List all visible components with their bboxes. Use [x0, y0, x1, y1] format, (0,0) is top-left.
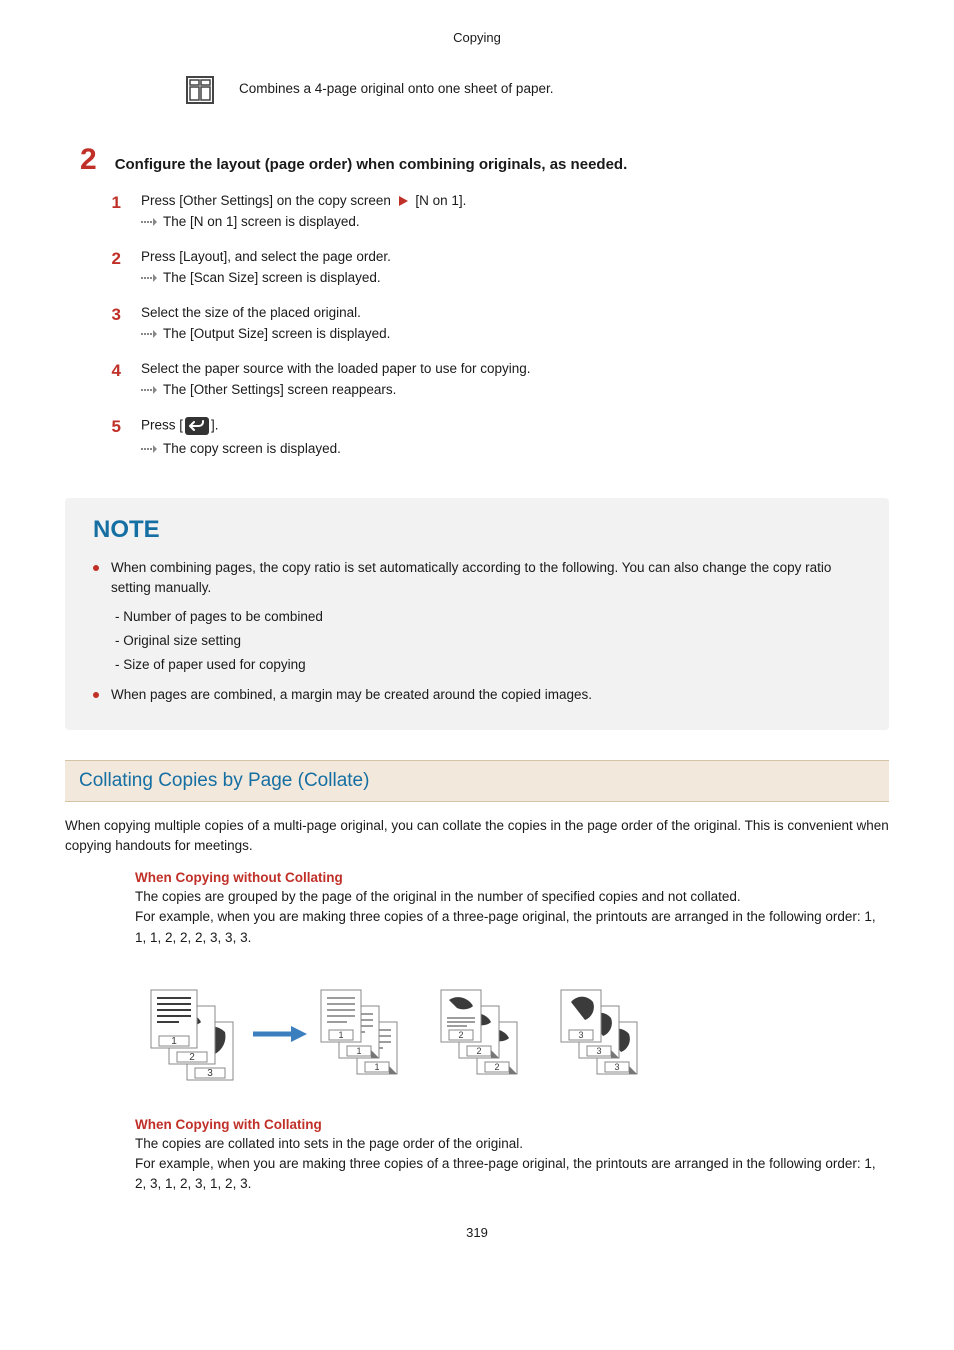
substep-number: 4 — [105, 361, 121, 381]
note-dash-item: Original size setting — [115, 631, 861, 651]
collate-without-title: When Copying without Collating — [135, 870, 889, 885]
grid-4in1-icon — [185, 75, 215, 105]
substep-text: Select the paper source with the loaded … — [141, 361, 889, 376]
triangle-icon — [399, 196, 408, 206]
result-arrow-icon — [141, 444, 157, 454]
note-dash-item: Number of pages to be combined — [115, 607, 861, 627]
major-step-title: Configure the layout (page order) when c… — [115, 152, 628, 173]
svg-text:1: 1 — [356, 1046, 361, 1056]
substep-number: 2 — [105, 249, 121, 269]
result-text: The [Scan Size] screen is displayed. — [163, 270, 381, 285]
svg-text:3: 3 — [578, 1030, 583, 1040]
diagram-input-stack: 3 2 1 — [151, 990, 233, 1080]
svg-text:3: 3 — [207, 1068, 213, 1079]
section-heading-text: Collating Copies by Page (Collate) — [79, 770, 369, 791]
diagram-arrow-icon — [253, 1026, 307, 1042]
note-bullet: When combining pages, the copy ratio is … — [93, 558, 861, 675]
svg-text:1: 1 — [171, 1036, 177, 1047]
note-title: NOTE — [93, 516, 861, 544]
svg-text:1: 1 — [374, 1062, 379, 1072]
major-step-number: 2 — [80, 145, 97, 175]
note-bullet: When pages are combined, a margin may be… — [93, 685, 861, 705]
note-box: NOTE When combining pages, the copy rati… — [65, 498, 889, 730]
substep-number: 3 — [105, 305, 121, 325]
collate-diagram: 3 2 1 1 — [135, 974, 735, 1094]
result-text: The copy screen is displayed. — [163, 441, 341, 456]
result-text: The [N on 1] screen is displayed. — [163, 214, 360, 229]
document-page: Copying Combines a 4-page original onto … — [0, 0, 954, 1280]
substep-list: 1 Press [Other Settings] on the copy scr… — [105, 193, 889, 470]
collate-with-title: When Copying with Collating — [135, 1117, 889, 1132]
substep-number: 5 — [105, 417, 121, 437]
diagram-group-3: 3 3 3 — [561, 990, 637, 1074]
icon-description-row: Combines a 4-page original onto one shee… — [185, 75, 889, 105]
section-intro: When copying multiple copies of a multi-… — [65, 816, 889, 857]
result-arrow-icon — [141, 385, 157, 395]
result-arrow-icon — [141, 217, 157, 227]
svg-text:2: 2 — [494, 1062, 499, 1072]
svg-text:2: 2 — [476, 1046, 481, 1056]
svg-text:1: 1 — [338, 1030, 343, 1040]
major-step-2: 2 Configure the layout (page order) when… — [80, 145, 889, 175]
note-dash-item: Size of paper used for copying — [115, 655, 861, 675]
substep-text: Select the size of the placed original. — [141, 305, 889, 320]
svg-text:3: 3 — [596, 1046, 601, 1056]
section-heading: Collating Copies by Page (Collate) — [65, 760, 889, 802]
substep-5: 5 Press []. The copy screen is displayed… — [105, 417, 889, 470]
substep-1: 1 Press [Other Settings] on the copy scr… — [105, 193, 889, 243]
svg-text:3: 3 — [614, 1062, 619, 1072]
collate-without-text: The copies are grouped by the page of th… — [135, 887, 889, 948]
back-button-icon — [185, 417, 209, 435]
diagram-group-2: 2 2 2 — [441, 990, 517, 1074]
collate-with-text: The copies are collated into sets in the… — [135, 1134, 889, 1195]
svg-text:2: 2 — [189, 1052, 195, 1063]
diagram-group-1: 1 1 1 — [321, 990, 397, 1074]
page-title: Copying — [65, 30, 889, 45]
substep-3: 3 Select the size of the placed original… — [105, 305, 889, 355]
result-arrow-icon — [141, 273, 157, 283]
svg-text:2: 2 — [458, 1030, 463, 1040]
substep-number: 1 — [105, 193, 121, 213]
substep-text: Press [Layout], and select the page orde… — [141, 249, 889, 264]
page-number: 319 — [65, 1225, 889, 1240]
result-text: The [Output Size] screen is displayed. — [163, 326, 390, 341]
icon-description: Combines a 4-page original onto one shee… — [239, 75, 553, 96]
substep-text: Press [Other Settings] on the copy scree… — [141, 193, 889, 208]
substep-2: 2 Press [Layout], and select the page or… — [105, 249, 889, 299]
substep-4: 4 Select the paper source with the loade… — [105, 361, 889, 411]
result-arrow-icon — [141, 329, 157, 339]
result-text: The [Other Settings] screen reappears. — [163, 382, 396, 397]
substep-text: Press []. — [141, 417, 889, 435]
